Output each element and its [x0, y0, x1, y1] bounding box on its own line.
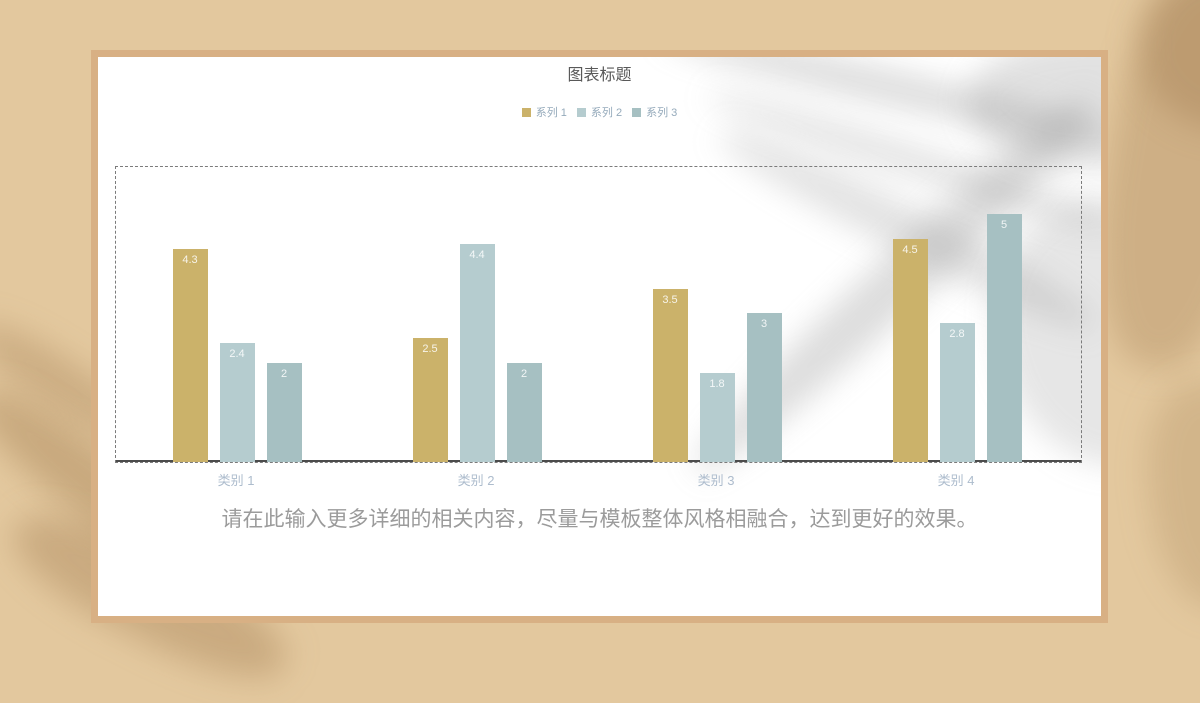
category-axis-label: 类别 2	[457, 473, 495, 488]
bar-data-label: 2	[520, 368, 528, 380]
bar: 5	[986, 214, 1022, 462]
legend-color-swatch-icon	[632, 107, 642, 117]
category-axis-line	[116, 460, 1081, 462]
bar: 2.5	[412, 338, 448, 462]
legend-label: 系列 3	[646, 107, 678, 119]
bar: 4.4	[459, 244, 495, 462]
category-axis-labels: 类别 1 类别 2 类别 3 类别 4	[98, 470, 1101, 488]
legend-item: 系列 1	[521, 104, 567, 120]
legend-label: 系列 1	[535, 107, 567, 119]
bar: 2	[506, 363, 542, 462]
bar-chart: 图表标题 系列 1 系列 2 系列 3 4.3 2.4 2 2.5 4.4 2 3.5 1.8 3 4…	[98, 57, 1101, 616]
bar: 4.3	[172, 249, 208, 462]
legend-color-swatch-icon	[521, 107, 531, 117]
bar-data-label: 3	[760, 318, 768, 330]
bar: 4.5	[892, 239, 928, 462]
bar-data-label: 1.8	[709, 378, 725, 390]
bar: 2	[266, 363, 302, 462]
bar-data-label: 2.8	[949, 328, 965, 340]
caption-text: 请在此输入更多详细的相关内容，尽量与模板整体风格相融合，达到更好的效果。	[221, 508, 978, 531]
chart-title: 图表标题	[567, 67, 632, 84]
bar-data-label: 2	[280, 368, 288, 380]
category-axis-label: 类别 3	[697, 473, 735, 488]
plot-area: 4.3 2.4 2 2.5 4.4 2 3.5 1.8 3 4.5 2.8 5	[115, 166, 1082, 463]
bar-data-label: 4.5	[902, 244, 918, 256]
legend-label: 系列 2	[590, 107, 623, 119]
bar-data-label: 4.4	[469, 249, 485, 261]
bar-data-label: 4.3	[182, 254, 198, 266]
bar: 2.4	[219, 343, 255, 462]
bar-data-label: 2.5	[422, 343, 438, 355]
background-leaf-shadow	[1134, 372, 1200, 618]
bar-data-label: 5	[1000, 219, 1008, 231]
legend-item: 系列 3	[632, 104, 677, 120]
card-inner: 图表标题 系列 1 系列 2 系列 3 4.3 2.4 2 2.5 4.4 2 3.5 1.8 3 4…	[98, 57, 1101, 616]
chart-legend: 系列 1 系列 2 系列 3	[98, 104, 1101, 120]
category-axis-label: 类别 4	[937, 473, 975, 488]
legend-color-swatch-icon	[576, 107, 586, 117]
background-leaf-shadow	[1140, 0, 1200, 130]
bar: 3.5	[652, 289, 688, 462]
legend-item: 系列 2	[576, 104, 623, 120]
bar-data-label: 2.4	[229, 348, 245, 360]
category-axis-label: 类别 1	[217, 473, 255, 488]
bar-data-label: 3.5	[662, 294, 678, 306]
bar: 3	[746, 313, 782, 462]
content-card: 图表标题 系列 1 系列 2 系列 3 4.3 2.4 2 2.5 4.4 2 3.5 1.8 3 4…	[91, 50, 1108, 623]
bar: 2.8	[939, 323, 975, 462]
bar: 1.8	[699, 373, 735, 462]
